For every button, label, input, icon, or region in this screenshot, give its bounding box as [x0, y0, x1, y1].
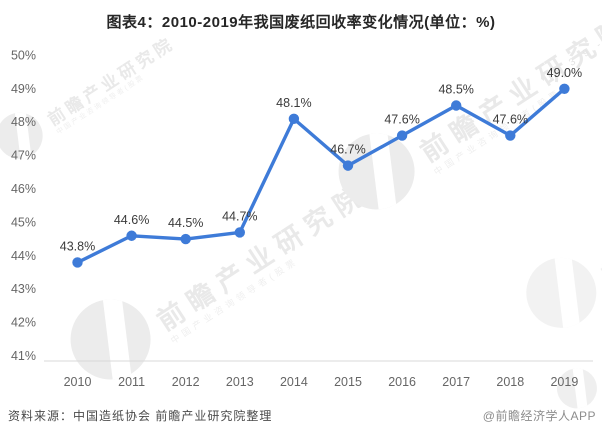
data-point-label: 46.7% — [330, 143, 365, 157]
data-point-label: 43.8% — [60, 239, 95, 253]
data-point-label: 48.1% — [276, 96, 311, 110]
y-tick-label: 44% — [11, 249, 36, 263]
data-point — [396, 130, 408, 141]
data-point-label: 48.5% — [438, 83, 473, 97]
data-point — [559, 83, 570, 95]
x-tick-label: 2010 — [64, 375, 92, 389]
footer-credit-text: @前瞻经济学人APP — [482, 409, 596, 423]
x-tick-label: 2013 — [226, 375, 254, 389]
x-tick-label: 2012 — [172, 375, 200, 389]
x-tick-label: 2011 — [118, 375, 145, 389]
y-tick-label: 42% — [11, 316, 36, 330]
y-tick-label: 48% — [11, 115, 36, 129]
y-tick-label: 50% — [11, 48, 36, 62]
y-tick-label: 41% — [11, 349, 36, 363]
data-point-label: 47.6% — [493, 113, 528, 127]
x-tick-label: 2017 — [442, 375, 470, 389]
data-point — [451, 100, 462, 111]
x-tick-label: 2016 — [388, 375, 416, 389]
y-tick-label: 47% — [11, 149, 36, 163]
data-point — [288, 113, 300, 125]
y-tick-label: 49% — [11, 82, 36, 96]
y-tick-label: 43% — [11, 282, 36, 296]
data-point-label: 47.6% — [384, 113, 419, 127]
data-point — [505, 130, 516, 141]
data-point — [180, 233, 191, 245]
data-point — [126, 230, 137, 241]
x-tick-label: 2014 — [280, 375, 308, 389]
data-point — [72, 257, 83, 268]
y-tick-label: 46% — [11, 182, 36, 196]
data-point — [342, 160, 354, 171]
data-point-label: 44.7% — [222, 209, 257, 223]
footer-source-text: 资料来源：中国造纸协会 前瞻产业研究院整理 — [8, 409, 273, 423]
series-line — [75, 87, 567, 265]
data-point-label: 44.6% — [114, 213, 149, 227]
x-tick-label: 2019 — [550, 375, 578, 389]
x-tick-label: 2015 — [334, 375, 362, 389]
chart-title: 图表4：2010-2019年我国废纸回收率变化情况(单位：%) — [106, 14, 496, 31]
data-point-label: 49.0% — [547, 66, 582, 80]
x-tick-label: 2018 — [496, 375, 524, 389]
data-point-label: 44.5% — [168, 216, 203, 230]
data-point — [234, 227, 245, 238]
y-tick-label: 45% — [11, 215, 36, 229]
